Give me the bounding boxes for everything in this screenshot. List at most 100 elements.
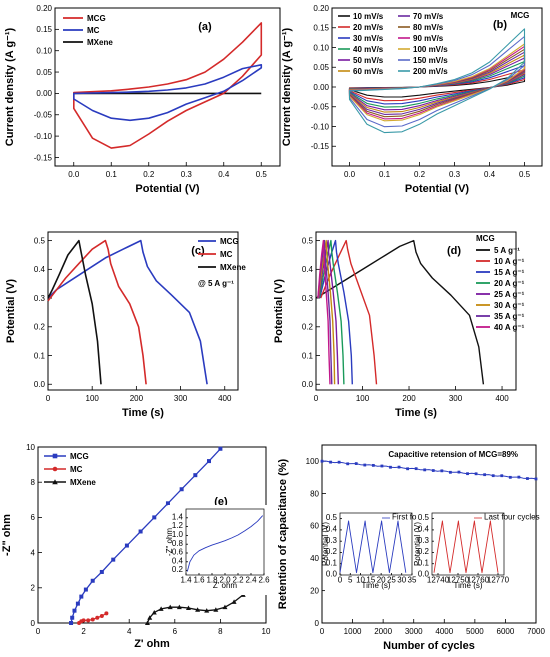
y-tick-label: 0.20 [313,4,329,13]
data-point [99,569,104,574]
y-tick-label: 60 [310,522,319,531]
y-tick-label: 0 [315,619,320,628]
legend-entry: 25 A g⁻¹ [494,290,525,299]
y-tick-label: 0.0 [418,570,430,579]
y-tick-label: 0.6 [172,548,184,557]
inset-x-label: Z' ohm [213,581,238,590]
x-tick-label: 2.2 [232,576,244,585]
series-line [320,239,378,385]
series-line [317,239,336,385]
legend-entry: MXene [87,38,113,47]
data-point [79,594,84,599]
data-point [75,601,80,606]
inset-y-label: -Z" ohm [165,528,174,557]
data-point [474,472,478,476]
series-line-MCG [47,239,208,385]
x-tick-label: 0.4 [218,170,230,179]
x-tick-label: 3000 [405,627,423,636]
x-tick-label: 35 [408,576,417,585]
data-point [104,611,109,616]
data-point [90,578,95,583]
inset-x-label: Time (s) [361,581,390,590]
legend-entry: 30 A g⁻¹ [494,301,525,310]
data-point [185,605,191,611]
y-tick-label: -0.10 [34,132,53,141]
data-point [440,469,444,473]
x-tick-label: 5 [348,576,353,585]
legend-entry: 50 mV/s [353,56,384,65]
y-axis-label: Current density (A g⁻¹) [281,27,293,146]
y-tick-label: 80 [310,489,319,498]
data-point [152,515,157,520]
x-tick-label: 0 [320,627,325,636]
legend-entry: 10 A g⁻¹ [494,257,525,266]
data-point [457,470,461,474]
x-axis-label: Time (s) [122,407,164,419]
y-tick-label: 0.0 [34,380,46,389]
y-tick-label: 8 [31,478,36,487]
data-point [218,446,223,451]
legend-marker [52,466,58,472]
data-point [231,599,237,604]
plot-frame [321,444,537,624]
panel-f: 0 1000 2000 3000 4000 5000 6000 700002040608010… [277,444,545,652]
y-tick-label: -0.15 [311,142,330,151]
data-point [69,621,74,625]
series-line [318,239,339,385]
x-tick-label: 400 [218,394,232,403]
inset-x-label: Time (s) [453,581,482,590]
x-tick-label: 5000 [466,627,484,636]
data-point [83,587,88,592]
data-point [99,613,104,618]
x-tick-label: 4 [127,627,132,636]
x-axis-label: Time (s) [395,407,437,419]
y-tick-label: 0.1 [302,351,314,360]
y-tick-label: 0.4 [326,524,338,533]
data-point [320,459,324,463]
data-point [222,604,228,610]
x-tick-label: 0.0 [68,170,80,179]
data-point [72,608,77,613]
series-line [317,239,331,385]
data-point [508,475,512,479]
x-tick-label: 200 [402,394,416,403]
data-point [423,468,427,472]
data-point [111,557,116,562]
panel-c: 0 100 200 300 400 0.0 0.1 0.2 0.3 0.4 0.5 Time (s) P… [5,231,246,419]
plot-frame [47,231,239,391]
y-tick-label: 0.1 [326,558,338,567]
y-tick-label: 0.4 [302,265,314,274]
plot-frame [54,7,281,167]
legend-entry: MXene [220,263,246,272]
x-tick-label: 1000 [344,627,362,636]
y-tick-label: 0.3 [302,294,314,303]
data-point [165,501,170,506]
x-tick-label: 2.4 [245,576,257,585]
data-point [534,477,538,481]
y-tick-label: 1.0 [172,530,184,539]
data-point [213,607,219,612]
y-axis-label: Current density (A g⁻¹) [4,27,16,146]
data-point [354,462,358,465]
data-point [90,617,95,622]
data-point [204,608,210,613]
x-tick-label: 400 [495,394,509,403]
y-tick-label: 0.4 [418,524,430,533]
inset-legend: Last four cycles [484,513,540,522]
x-axis-label: Potential (V) [405,183,470,195]
x-tick-label: 30 [397,576,406,585]
y-tick-label: 0 [31,619,36,628]
panel-label: (a) [198,21,212,33]
data-point [337,460,341,464]
y-tick-label: -0.15 [34,153,53,162]
series-line-MC [47,239,147,385]
y-tick-label: -0.05 [311,103,330,112]
y-tick-label: 0.00 [36,89,52,98]
data-point [431,469,435,472]
y-tick-label: 0.3 [418,536,430,545]
x-tick-label: 0.1 [379,170,391,179]
chart-title: MCG [511,11,530,20]
inset-y-label: Potential (V) [413,522,422,566]
y-tick-label: 0.2 [418,547,430,556]
